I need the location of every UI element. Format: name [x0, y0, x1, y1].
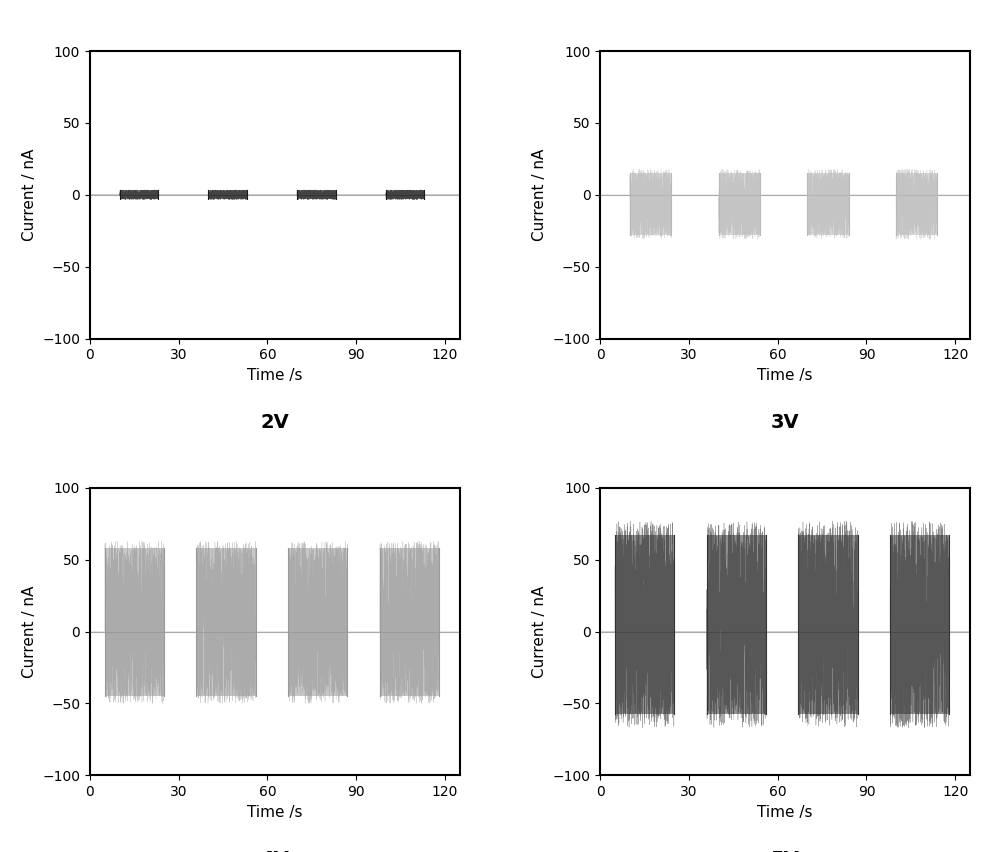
- Y-axis label: Current / nA: Current / nA: [532, 148, 547, 241]
- Text: 3V: 3V: [771, 413, 799, 432]
- X-axis label: Time /s: Time /s: [247, 804, 303, 820]
- X-axis label: Time /s: Time /s: [757, 804, 813, 820]
- X-axis label: Time /s: Time /s: [247, 368, 303, 383]
- Y-axis label: Current / nA: Current / nA: [22, 585, 37, 678]
- Text: 2V: 2V: [260, 413, 289, 432]
- Text: 5V: 5V: [771, 850, 800, 852]
- Y-axis label: Current / nA: Current / nA: [22, 148, 37, 241]
- Y-axis label: Current / nA: Current / nA: [532, 585, 547, 678]
- Text: 4V: 4V: [260, 850, 289, 852]
- X-axis label: Time /s: Time /s: [757, 368, 813, 383]
